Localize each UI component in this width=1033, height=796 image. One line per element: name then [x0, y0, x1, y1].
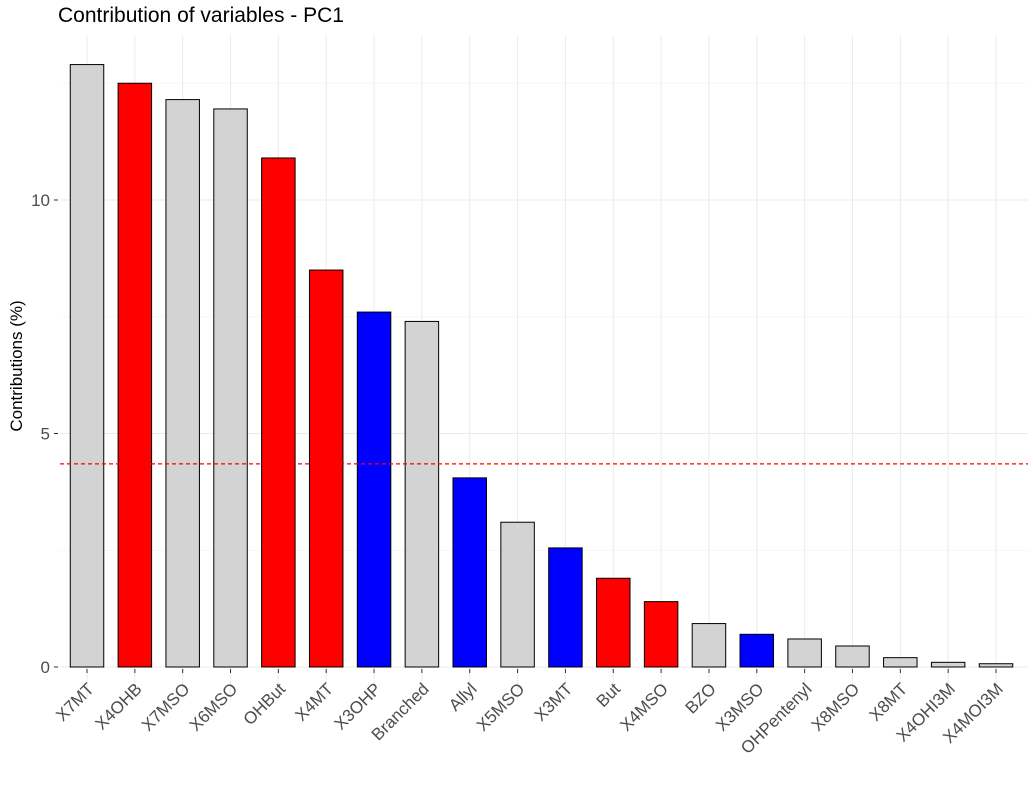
y-axis-ticks: 0 5 10	[31, 191, 58, 677]
bar-x7mso	[165, 99, 200, 668]
x-tick-label: X7MSO	[138, 679, 194, 735]
bar-x6mso	[213, 108, 248, 668]
bar-allyl	[452, 477, 487, 668]
x-tick-label: X7MT	[52, 679, 97, 724]
bars	[69, 64, 1014, 668]
bar-x8mso	[835, 645, 870, 668]
bar-x5mso	[500, 521, 535, 668]
bar-x4ohi3m	[930, 661, 966, 668]
bar-x7mt	[69, 64, 105, 668]
chart-title: Contribution of variables - PC1	[58, 4, 344, 27]
x-tick-label: X8MSO	[808, 679, 864, 735]
bar-x3ohp	[356, 311, 392, 668]
x-tick-label: X4OHB	[91, 679, 145, 733]
x-tick-label: Allyl	[445, 679, 480, 714]
x-tick-label: X3MT	[531, 679, 576, 724]
x-tick-label: X8MT	[866, 679, 911, 724]
bar-x4moi3m	[978, 663, 1014, 668]
bar-branched	[404, 320, 440, 668]
x-tick-label: X5MSO	[473, 679, 529, 735]
bar-x4ohb	[117, 82, 153, 668]
grid-lines	[60, 35, 1028, 700]
x-tick-label: But	[593, 679, 625, 711]
x-tick-label: X4MT	[292, 679, 337, 724]
x-tick-label: OHBut	[240, 679, 290, 729]
y-tick-label: 10	[31, 191, 50, 210]
x-tick-label: X6MSO	[186, 679, 242, 735]
y-tick-label: 0	[41, 658, 50, 677]
bar-x8mt	[883, 657, 918, 668]
bar-x4mt	[308, 269, 344, 668]
bar-bzo	[691, 623, 727, 668]
bar-x3mt	[548, 547, 583, 668]
bar-x4mso	[643, 601, 679, 668]
x-tick-label: X4MSO	[616, 679, 672, 735]
y-axis-title: Contributions (%)	[7, 300, 26, 431]
x-tick-label: BZO	[682, 679, 720, 717]
bar-ohpentenyl	[787, 638, 822, 668]
bar-but	[596, 577, 631, 668]
bar-ohbut	[261, 157, 296, 668]
y-tick-label: 5	[41, 425, 50, 444]
bar-x3mso	[739, 633, 775, 668]
